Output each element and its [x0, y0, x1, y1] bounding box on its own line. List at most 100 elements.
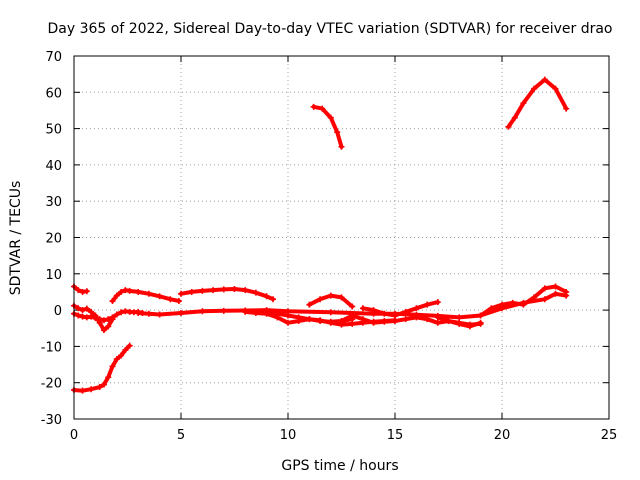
data-point: [434, 299, 441, 306]
x-tick-label: 10: [280, 428, 297, 443]
data-point: [188, 288, 195, 295]
x-tick-label: 15: [387, 428, 404, 443]
data-point: [295, 314, 302, 321]
data-point: [541, 76, 548, 83]
data-point: [100, 317, 107, 324]
y-tick-label: 60: [45, 86, 62, 101]
data-point: [274, 310, 281, 317]
data-point: [445, 317, 452, 324]
data-point: [252, 310, 259, 317]
data-point: [135, 310, 142, 317]
data-point: [75, 312, 82, 319]
data-point: [220, 307, 227, 314]
data-point: [105, 374, 112, 381]
x-tick-label: 25: [601, 428, 618, 443]
y-tick-label: -20: [41, 377, 62, 392]
series-arc-3: [72, 303, 115, 333]
data-point: [392, 317, 398, 324]
y-tick-label: 0: [54, 304, 62, 319]
data-point: [263, 293, 270, 300]
data-point: [83, 305, 90, 312]
data-point: [424, 301, 431, 308]
data-point: [79, 307, 86, 314]
data-point: [563, 288, 570, 295]
data-point: [252, 289, 259, 296]
data-point: [466, 323, 473, 330]
data-point: [135, 288, 142, 295]
data-point: [327, 114, 334, 121]
data-point: [499, 301, 505, 308]
data-point: [285, 312, 291, 319]
data-point: [552, 85, 559, 92]
data-point: [381, 318, 388, 325]
data-point: [175, 298, 182, 305]
y-tick-label: -10: [41, 340, 62, 355]
data-point: [338, 294, 345, 301]
plot-frame: [73, 55, 610, 420]
data-point: [118, 352, 125, 359]
y-tick-label: 20: [45, 232, 62, 247]
y-tick-label: 40: [45, 159, 62, 174]
data-point: [541, 296, 548, 303]
data-point: [402, 308, 409, 315]
data-point: [334, 129, 341, 136]
data-point: [167, 296, 174, 303]
data-point: [199, 287, 206, 294]
y-tick-label: 50: [45, 123, 62, 138]
data-point: [285, 319, 291, 326]
x-tick-label: 0: [70, 428, 78, 443]
y-tick-label: 30: [45, 195, 62, 210]
y-tick-label: -30: [41, 413, 62, 428]
data-point: [359, 305, 366, 312]
data-point: [109, 298, 116, 305]
data-point: [113, 356, 120, 363]
x-axis-label: GPS time / hours: [281, 458, 398, 474]
data-point: [178, 310, 184, 317]
data-point: [113, 311, 120, 318]
data-point: [96, 384, 103, 391]
data-point: [424, 316, 431, 323]
data-point: [122, 347, 129, 354]
data-point: [100, 327, 107, 334]
data-point: [509, 299, 516, 306]
data-point: [105, 323, 112, 330]
data-point: [456, 314, 463, 321]
y-axis-label: SDTVAR / TECUs: [8, 181, 24, 296]
data-point: [242, 287, 249, 294]
data-point: [370, 319, 377, 326]
data-point: [317, 296, 324, 303]
data-point: [349, 312, 356, 319]
data-point: [477, 319, 484, 326]
data-point: [520, 100, 527, 107]
data-point: [338, 143, 345, 150]
data-point: [563, 105, 570, 112]
data-point: [178, 290, 184, 297]
series-arc-5: [110, 288, 181, 303]
data-point: [552, 290, 559, 297]
data-point: [338, 317, 345, 324]
series-arc-16: [506, 77, 569, 129]
data-point: [413, 314, 420, 321]
data-point: [263, 308, 270, 315]
data-point: [156, 311, 163, 318]
data-point: [319, 105, 326, 112]
data-series: [71, 76, 570, 394]
data-point: [317, 317, 324, 324]
data-point: [488, 305, 495, 312]
data-point: [270, 296, 277, 303]
data-point: [511, 114, 518, 121]
data-point: [392, 312, 398, 319]
data-point: [145, 310, 152, 317]
data-point: [381, 310, 388, 317]
axis-ticks: 0 5 10 15 20 25 -30 -20 -10 0 10 20 30 40 50 60 70: [41, 50, 618, 443]
data-point: [531, 294, 538, 301]
data-point: [541, 285, 548, 292]
data-point: [92, 312, 99, 319]
data-point: [413, 305, 420, 312]
data-point: [434, 319, 441, 326]
data-point: [477, 312, 484, 319]
data-point: [327, 309, 334, 316]
data-point: [370, 307, 377, 314]
y-tick-label: 70: [45, 50, 62, 65]
data-point: [88, 386, 95, 393]
